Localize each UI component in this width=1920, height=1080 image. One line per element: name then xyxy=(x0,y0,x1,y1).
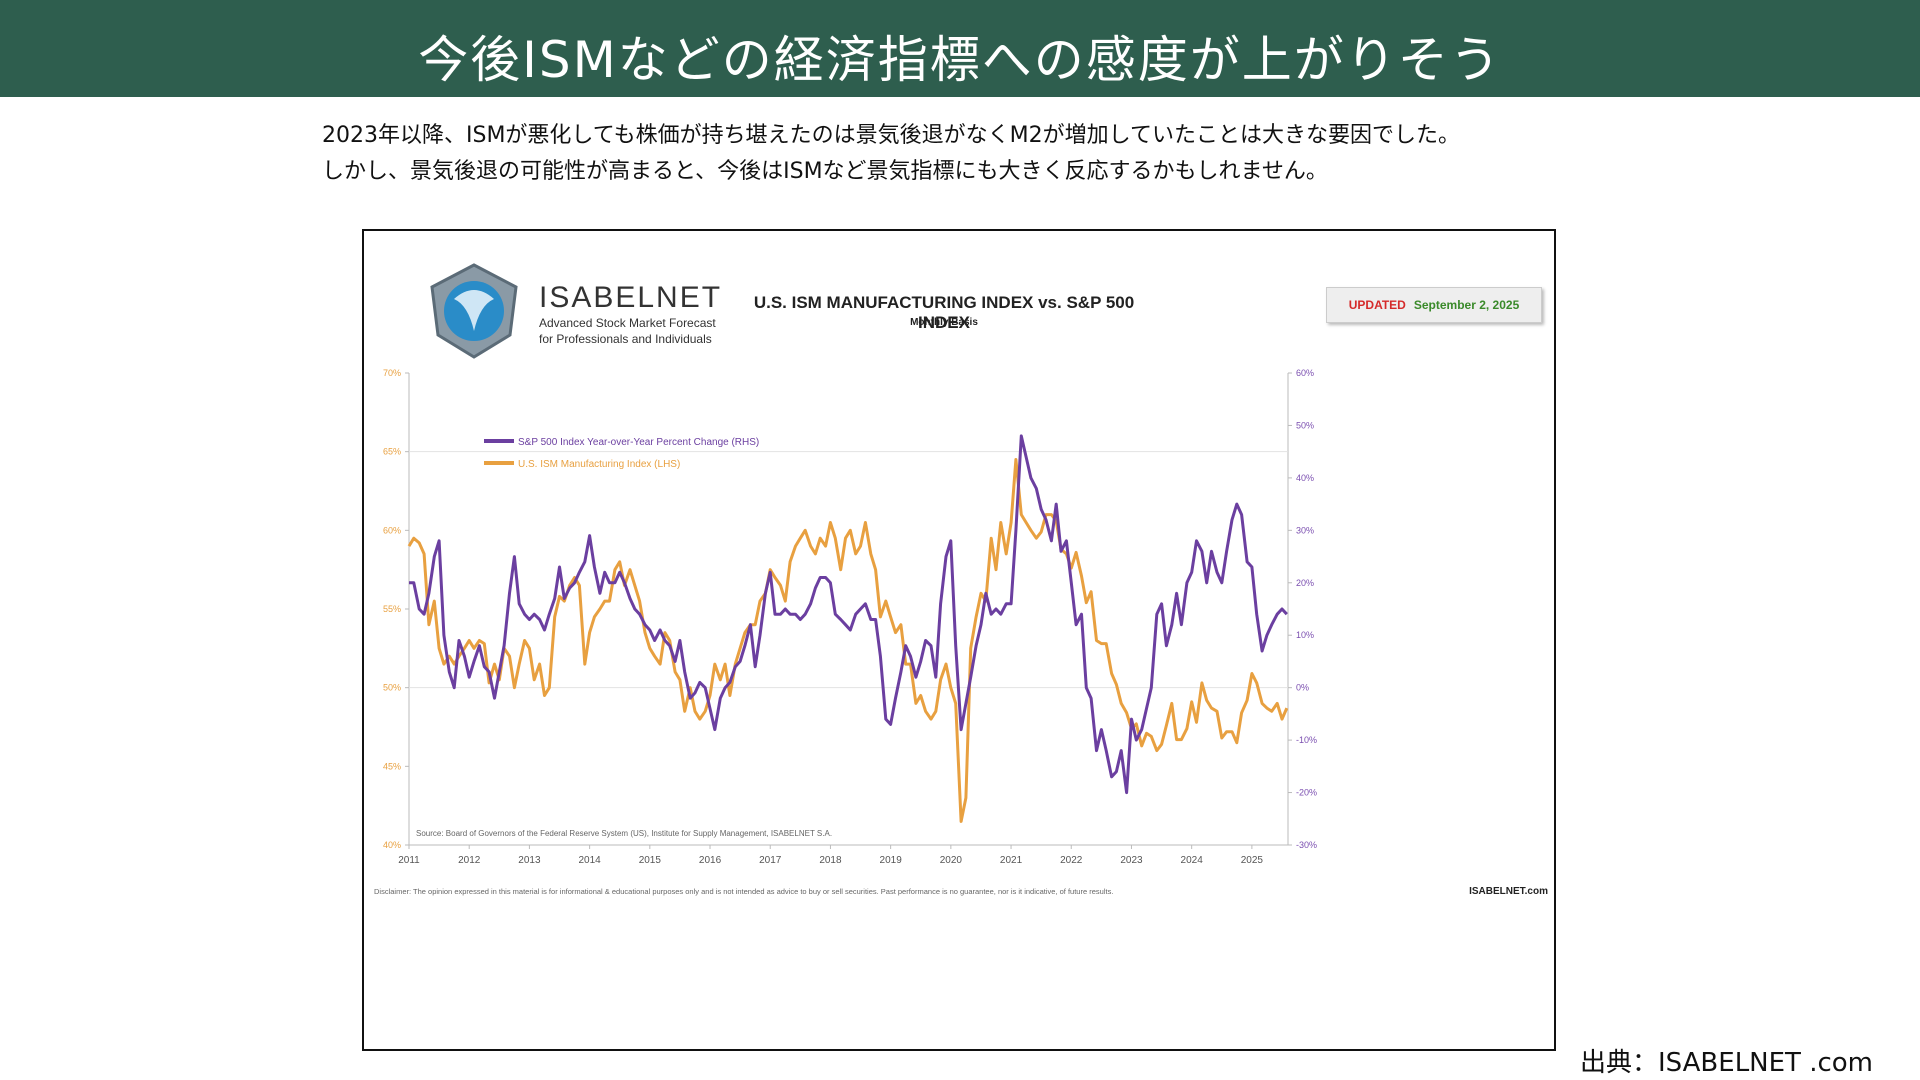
y-right-tick-label: -20% xyxy=(1296,788,1317,798)
chart-disclaimer: Disclaimer: The opinion expressed in thi… xyxy=(374,887,1113,896)
isabelnet-logo-icon xyxy=(430,263,518,359)
y-right-tick-label: -10% xyxy=(1296,735,1317,745)
y-right-tick-label: 10% xyxy=(1296,630,1314,640)
brand-name: ISABELNET xyxy=(539,281,723,314)
updated-badge: UPDATED September 2, 2025 xyxy=(1326,287,1542,323)
chart-title: U.S. ISM MANUFACTURING INDEX vs. S&P 500… xyxy=(753,293,1135,332)
chart-site: ISABELNET.com xyxy=(1469,886,1548,897)
y-right-tick-label: 40% xyxy=(1296,473,1314,483)
y-left-tick-label: 65% xyxy=(383,447,401,457)
x-tick-label: 2017 xyxy=(759,855,782,866)
intro-line-1: 2023年以降、ISMが悪化しても株価が持ち堪えたのは景気後退がなくM2が増加し… xyxy=(322,123,1460,148)
sp500-series-line xyxy=(409,434,1288,795)
x-tick-label: 2024 xyxy=(1181,855,1204,866)
x-tick-label: 2014 xyxy=(578,855,601,866)
brand-tagline-2: for Professionals and Individuals xyxy=(539,332,712,346)
x-tick-label: 2023 xyxy=(1120,855,1143,866)
chart-frame: ISABELNET Advanced Stock Market Forecast… xyxy=(362,229,1556,1051)
x-tick-label: 2021 xyxy=(1000,855,1023,866)
x-tick-label: 2016 xyxy=(699,855,722,866)
x-tick-label: 2018 xyxy=(819,855,842,866)
legend-label: S&P 500 Index Year-over-Year Percent Cha… xyxy=(518,437,759,448)
x-tick-label: 2013 xyxy=(518,855,541,866)
brand-tagline-1: Advanced Stock Market Forecast xyxy=(539,316,716,330)
y-right-tick-label: 20% xyxy=(1296,578,1314,588)
x-tick-label: 2022 xyxy=(1060,855,1083,866)
y-right-tick-label: -30% xyxy=(1296,840,1317,850)
y-left-tick-label: 60% xyxy=(383,525,401,535)
y-left-tick-label: 50% xyxy=(383,683,401,693)
ism-series-line xyxy=(407,458,1289,823)
x-tick-label: 2012 xyxy=(458,855,481,866)
line-chart: 40% 45% 50% 55% 60% 65% 70% -30% -20% -10% 0% 10% 20… xyxy=(374,368,1548,897)
chart-source: Source: Board of Governors of the Federa… xyxy=(416,829,832,838)
page-title: 今後ISMなどの経済指標への感度が上がりそう xyxy=(418,31,1502,89)
legend-label: U.S. ISM Manufacturing Index (LHS) xyxy=(518,459,680,470)
intro-text: 2023年以降、ISMが悪化しても株価が持ち堪えたのは景気後退がなくM2が増加し… xyxy=(322,118,1722,190)
y-right-tick-label: 60% xyxy=(1296,368,1314,378)
updated-date: September 2, 2025 xyxy=(1413,298,1520,312)
title-banner: 今後ISMなどの経済指標への感度が上がりそう xyxy=(0,0,1920,97)
y-left-tick-label: 70% xyxy=(383,368,401,378)
y-right-tick-label: 0% xyxy=(1296,683,1309,693)
source-credit: 出典：ISABELNET .com xyxy=(1579,1048,1873,1078)
y-left-tick-label: 40% xyxy=(383,840,401,850)
y-left-tick-label: 45% xyxy=(383,761,401,771)
x-tick-label: 2019 xyxy=(880,855,903,866)
chart-subtitle: Monthly Basis xyxy=(910,317,978,328)
x-tick-label: 2011 xyxy=(398,855,420,866)
intro-line-2: しかし、景気後退の可能性が高まると、今後はISMなど景気指標にも大きく反応するか… xyxy=(322,159,1328,184)
y-left-tick-label: 55% xyxy=(383,604,401,614)
y-right-tick-label: 50% xyxy=(1296,420,1314,430)
x-tick-label: 2015 xyxy=(639,855,662,866)
x-tick-label: 2020 xyxy=(940,855,963,866)
y-right-tick-label: 30% xyxy=(1296,525,1314,535)
x-tick-label: 2025 xyxy=(1241,855,1264,866)
brand-block: ISABELNET Advanced Stock Market Forecast… xyxy=(539,281,722,347)
updated-label: UPDATED xyxy=(1348,298,1406,312)
